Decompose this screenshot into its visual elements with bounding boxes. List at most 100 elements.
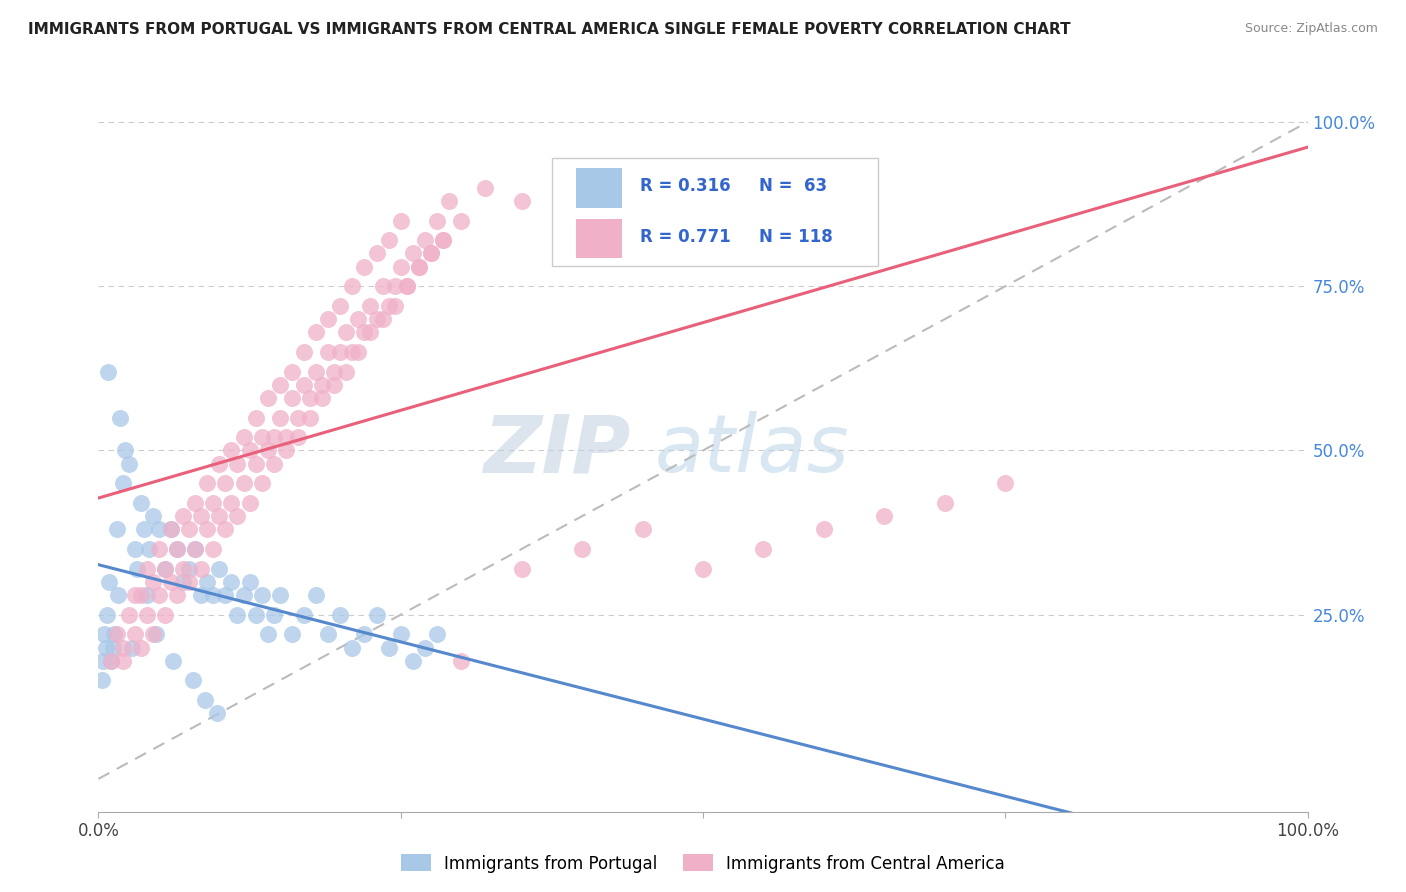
Point (342, 345, 364, 359)
Point (108, 410, 131, 425)
Point (91, 673, 114, 688)
Point (226, 607, 249, 622)
Point (138, 541, 160, 556)
Point (281, 391, 304, 405)
Point (474, 180, 496, 194)
Point (239, 574, 262, 589)
Point (100, 654, 122, 668)
Point (190, 588, 212, 602)
Point (353, 627, 375, 641)
Point (274, 430, 297, 444)
Point (437, 194, 460, 208)
Point (160, 522, 183, 536)
Point (752, 541, 775, 556)
Point (135, 562, 157, 576)
Point (103, 627, 125, 641)
Point (353, 325, 375, 339)
Point (316, 312, 339, 326)
Point (342, 279, 364, 293)
Point (221, 496, 243, 510)
Point (208, 457, 231, 471)
Point (347, 345, 370, 359)
Point (377, 233, 399, 247)
Point (263, 607, 285, 622)
Point (208, 509, 231, 524)
Point (107, 588, 129, 602)
Text: Source: ZipAtlas.com: Source: ZipAtlas.com (1244, 22, 1378, 36)
Point (389, 213, 412, 227)
Point (263, 457, 285, 471)
Text: N =  63: N = 63 (759, 178, 827, 195)
Text: atlas: atlas (655, 411, 849, 490)
Point (366, 312, 388, 326)
Point (184, 496, 207, 510)
Point (221, 443, 243, 458)
Point (420, 246, 443, 260)
Point (205, 706, 228, 721)
Point (98, 574, 121, 589)
Text: IMMIGRANTS FROM PORTUGAL VS IMMIGRANTS FROM CENTRAL AMERICA SINGLE FEMALE POVERT: IMMIGRANTS FROM PORTUGAL VS IMMIGRANTS F… (28, 22, 1071, 37)
Point (342, 640, 364, 655)
Point (263, 430, 285, 444)
Point (934, 496, 956, 510)
Point (221, 574, 243, 589)
Point (377, 299, 399, 313)
Point (97, 365, 120, 379)
Point (184, 541, 207, 556)
Point (124, 541, 146, 556)
Point (202, 496, 225, 510)
Point (148, 588, 170, 602)
Point (118, 607, 141, 622)
Point (245, 607, 267, 622)
Point (142, 627, 165, 641)
Point (239, 443, 262, 458)
Point (413, 233, 436, 247)
Point (426, 213, 449, 227)
Point (316, 345, 339, 359)
Point (311, 377, 333, 392)
Point (329, 299, 352, 313)
Point (371, 312, 394, 326)
Point (347, 312, 370, 326)
Point (166, 541, 188, 556)
Point (395, 279, 418, 293)
Point (214, 476, 236, 491)
Point (335, 325, 357, 339)
Point (121, 640, 143, 655)
Point (142, 574, 165, 589)
Point (166, 541, 188, 556)
Point (153, 607, 176, 622)
Point (450, 654, 472, 668)
Point (91, 654, 114, 668)
Point (202, 541, 225, 556)
Point (226, 509, 249, 524)
Text: N = 118: N = 118 (759, 227, 832, 245)
Point (323, 377, 346, 392)
Point (162, 654, 184, 668)
Point (94, 640, 117, 655)
Point (135, 607, 157, 622)
Point (292, 607, 315, 622)
Point (134, 522, 156, 536)
Point (172, 562, 194, 576)
Point (402, 246, 425, 260)
Point (214, 588, 236, 602)
Point (250, 476, 273, 491)
Point (160, 574, 183, 589)
Point (256, 627, 278, 641)
Point (105, 627, 128, 641)
Point (299, 410, 322, 425)
Point (873, 509, 896, 524)
Point (287, 410, 309, 425)
Point (129, 640, 152, 655)
Point (153, 562, 176, 576)
Point (305, 365, 328, 379)
Point (360, 299, 382, 313)
Point (371, 279, 394, 293)
Point (450, 213, 472, 227)
Point (166, 588, 188, 602)
Point (256, 391, 278, 405)
Point (432, 233, 454, 247)
Point (413, 640, 436, 655)
Point (395, 279, 418, 293)
